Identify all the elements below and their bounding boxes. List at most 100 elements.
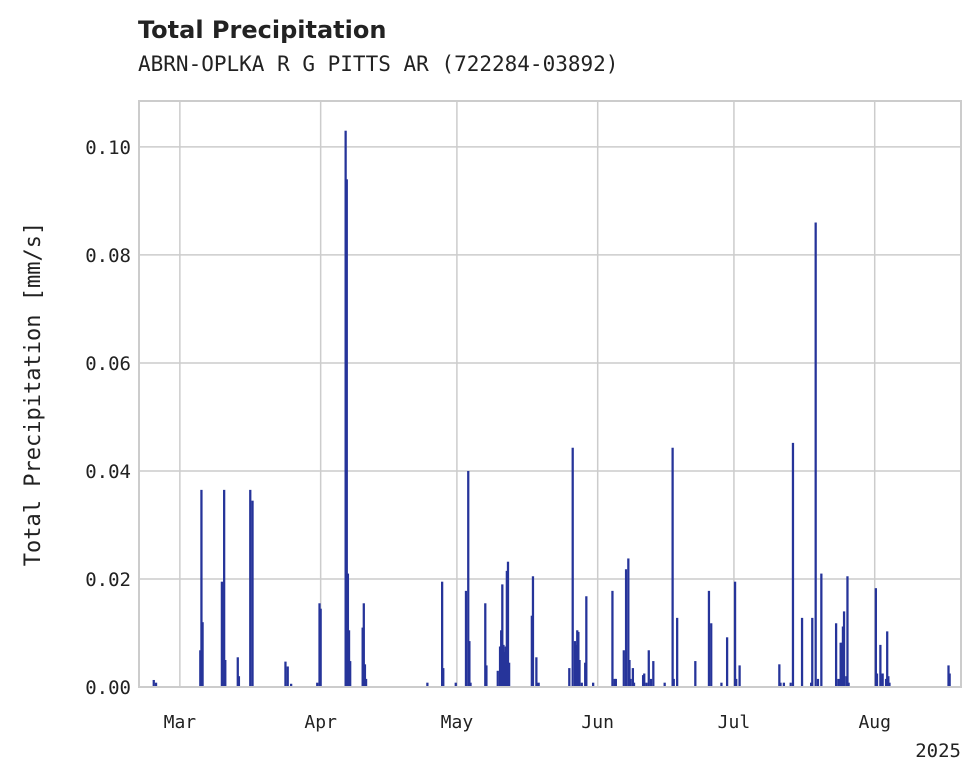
precipitation-bar	[676, 617, 679, 687]
precipitation-bar	[881, 673, 884, 687]
precipitation-bar	[364, 678, 368, 687]
precipitation-bar	[467, 470, 470, 687]
precipitation-bar	[629, 678, 632, 687]
precipitation-bar	[632, 682, 636, 687]
precipitation-bar	[720, 682, 723, 687]
precipitation-bar	[624, 569, 628, 687]
precipitation-bar	[628, 659, 631, 687]
precipitation-bar	[671, 447, 674, 687]
y-tick-label: 0.00	[85, 677, 131, 699]
precipitation-bar	[347, 630, 351, 687]
precipitation-bar	[571, 447, 574, 687]
precipitation-bar	[346, 573, 350, 687]
x-tick-label: May	[441, 712, 474, 733]
precipitation-bar	[442, 668, 445, 687]
x-tick-label: Apr	[304, 712, 337, 733]
precipitation-bar	[800, 617, 804, 687]
precipitation-bar	[201, 622, 204, 687]
y-tick-label: 0.08	[85, 245, 131, 267]
precipitation-bar	[733, 581, 737, 687]
precipitation-bar	[725, 637, 729, 687]
precipitation-bar	[842, 611, 846, 687]
precipitation-bar	[223, 489, 226, 687]
precipitation-bar	[286, 666, 289, 687]
precipitation-bar	[694, 661, 697, 687]
y-tick-label: 0.10	[85, 137, 131, 159]
precipitation-bar	[789, 682, 792, 687]
precipitation-bar	[507, 662, 511, 687]
precipitation-bar	[237, 676, 241, 687]
precipitation-bar	[531, 576, 535, 687]
x-tick-label: Jul	[718, 712, 751, 733]
precipitation-bar	[837, 678, 840, 687]
precipitation-bar	[611, 590, 614, 687]
precipitation-bar	[578, 659, 581, 687]
precipitation-bar	[154, 682, 158, 687]
precipitation-bar	[622, 650, 625, 687]
precipitation-bar	[506, 561, 510, 687]
precipitation-bar	[779, 682, 782, 687]
precipitation-bar	[345, 179, 348, 688]
precipitation-bar	[236, 657, 239, 687]
precipitation-bar	[947, 665, 950, 687]
precipitation-bar	[290, 683, 293, 687]
precipitation-bar	[735, 678, 738, 687]
precipitation-bar	[631, 668, 635, 687]
precipitation-bar	[319, 608, 322, 687]
y-tick-label: 0.02	[85, 569, 131, 591]
precipitation-bar	[874, 588, 877, 687]
y-axis-label: Total Precipitation [mm/s]	[21, 222, 46, 566]
precipitation-bar	[468, 641, 471, 687]
precipitation-bar	[847, 682, 850, 687]
precipitation-bar	[426, 682, 429, 687]
precipitation-bar	[782, 682, 786, 687]
precipitation-bar	[652, 661, 655, 687]
precipitation-bars	[152, 130, 951, 688]
x-tick-label: Jun	[581, 712, 614, 733]
precipitation-bar	[249, 489, 252, 687]
precipitation-bar	[814, 222, 817, 687]
precipitation-bar	[577, 631, 580, 687]
precipitation-bar	[537, 682, 540, 687]
precipitation-bar	[464, 590, 468, 687]
x-tick-label: Aug	[858, 712, 891, 733]
precipitation-bar	[316, 682, 319, 687]
y-axis-ticks: 0.00 0.02 0.04 0.06 0.08 0.10	[85, 137, 131, 699]
precipitation-bar	[707, 590, 711, 687]
precipitation-bar	[816, 678, 820, 687]
precipitation-bar	[441, 581, 444, 687]
precipitation-bar	[502, 644, 505, 687]
precipitation-bar	[846, 576, 849, 687]
precipitation-bar	[592, 682, 595, 687]
precipitation-bar	[778, 664, 781, 687]
precipitation-bar	[362, 603, 365, 687]
precipitation-bar	[811, 617, 814, 687]
precipitation-bar	[200, 489, 203, 687]
precipitation-bar	[284, 661, 287, 687]
precipitation-bar	[224, 659, 227, 687]
precipitation-bar	[672, 678, 675, 687]
precipitation-bar	[649, 678, 653, 687]
precipitation-bar	[454, 682, 457, 687]
precipitation-bar	[485, 665, 488, 687]
x-tick-label: Mar	[164, 712, 197, 733]
chart-title: Total Precipitation	[138, 16, 387, 44]
precipitation-bar	[841, 626, 845, 687]
precipitation-bar	[251, 500, 254, 687]
precipitation-bar	[738, 665, 741, 687]
precipitation-bar	[888, 682, 891, 687]
precipitation-bar	[820, 573, 823, 687]
precipitation-bar	[496, 670, 499, 687]
plot-frame	[138, 100, 962, 688]
y-tick-label: 0.06	[85, 353, 131, 375]
precipitation-bar	[645, 682, 648, 687]
precipitation-bar	[580, 682, 583, 687]
precipitation-bar	[647, 650, 650, 687]
x-axis-ticks: Mar Apr May Jun Jul Aug	[164, 712, 891, 733]
precipitation-bar	[535, 657, 538, 687]
precipitation-bar	[643, 673, 646, 687]
precipitation-bar	[363, 664, 367, 687]
precipitation-bar	[568, 668, 571, 687]
precipitation-bar	[840, 642, 843, 687]
grid-lines	[139, 101, 961, 688]
